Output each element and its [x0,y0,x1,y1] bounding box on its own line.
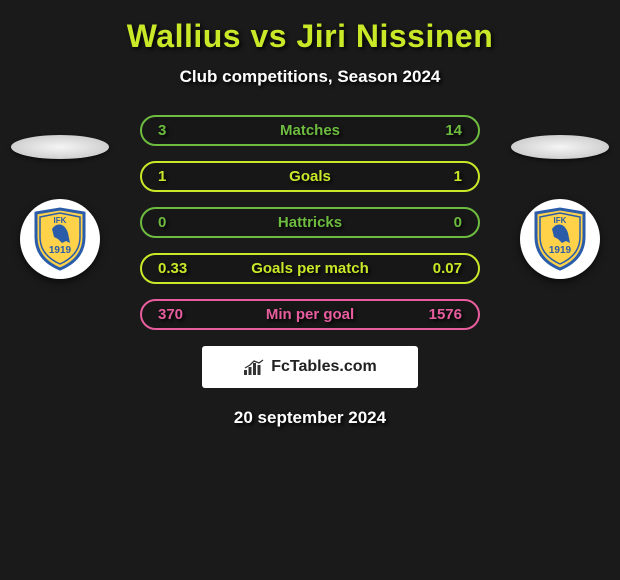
shield-icon: 1919 IFK [32,207,88,271]
stat-bar-hattricks: 0 Hattricks 0 [140,207,480,238]
stat-bar-min-per-goal: 370 Min per goal 1576 [140,299,480,330]
fctables-brand-text: FcTables.com [271,358,377,376]
stat-left-value: 370 [158,306,183,323]
player-left-photo-placeholder [11,135,109,159]
stat-right-value: 1 [454,168,462,185]
stat-label: Min per goal [266,306,354,323]
stat-left-value: 0.33 [158,260,187,277]
team-logo-left: 1919 IFK [20,199,100,279]
team-logo-right: 1919 IFK [520,199,600,279]
stat-label: Matches [280,122,340,139]
stats-column: 3 Matches 14 1 Goals 1 0 Hattricks 0 0.33 Goals pe… [136,115,484,330]
comparison-card: Wallius vs Jiri Nissinen Club competitio… [0,0,620,438]
stat-right-value: 1576 [429,306,462,323]
date-label: 20 september 2024 [234,408,386,428]
stat-bar-matches: 3 Matches 14 [140,115,480,146]
fctables-brand-box[interactable]: FcTables.com [202,346,418,388]
stat-bar-goals: 1 Goals 1 [140,161,480,192]
stat-left-value: 1 [158,168,166,185]
stat-left-value: 0 [158,214,166,231]
stat-right-value: 0.07 [433,260,462,277]
player-left-column: 1919 IFK [0,115,120,279]
stat-left-value: 3 [158,122,166,139]
svg-text:1919: 1919 [549,245,572,256]
page-subtitle: Club competitions, Season 2024 [180,67,441,87]
svg-text:IFK: IFK [554,216,567,225]
stat-label: Hattricks [278,214,342,231]
shield-icon: 1919 IFK [532,207,588,271]
main-area: 1919 IFK 3 Matches 14 1 Goals 1 0 Hattricks 0 0.3… [0,115,620,330]
page-title: Wallius vs Jiri Nissinen [127,18,494,55]
svg-text:1919: 1919 [49,245,72,256]
stat-right-value: 14 [445,122,462,139]
chart-bars-icon [243,358,265,376]
svg-text:IFK: IFK [54,216,67,225]
player-right-photo-placeholder [511,135,609,159]
stat-label: Goals per match [251,260,369,277]
stat-label: Goals [289,168,331,185]
stat-bar-goals-per-match: 0.33 Goals per match 0.07 [140,253,480,284]
stat-right-value: 0 [454,214,462,231]
player-right-column: 1919 IFK [500,115,620,279]
